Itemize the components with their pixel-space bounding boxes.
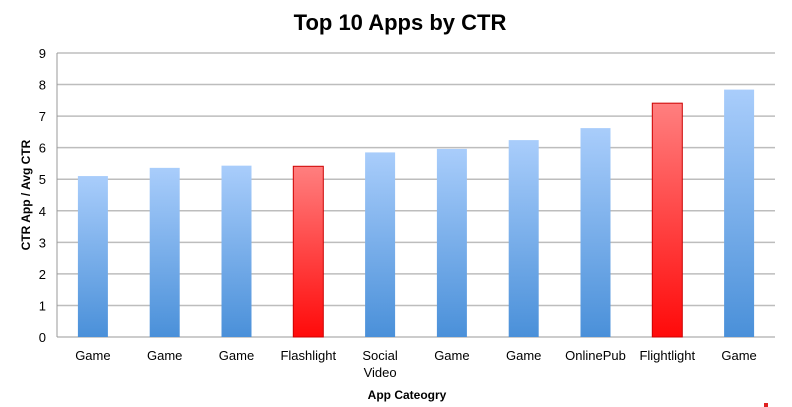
y-tick-label: 1 [39, 298, 46, 313]
y-tick-label: 7 [39, 109, 46, 124]
y-tick-label: 0 [39, 330, 46, 345]
bar [724, 89, 755, 337]
x-tick-label: Game [721, 348, 756, 363]
y-tick-label: 5 [39, 172, 46, 187]
x-axis-label: App Cateogry [368, 388, 447, 402]
bar [149, 167, 180, 337]
chart-title: Top 10 Apps by CTR [294, 10, 507, 35]
y-tick-label: 2 [39, 267, 46, 282]
x-tick-label: Flashlight [280, 348, 336, 363]
bar [221, 165, 252, 337]
y-tick-label: 6 [39, 141, 46, 156]
y-tick-label: 4 [39, 204, 46, 219]
x-tick-label-line: Video [364, 365, 397, 380]
corner-mark [764, 403, 768, 407]
x-tick-label-line: Social [362, 348, 398, 363]
bar [580, 128, 611, 337]
x-tick-label: OnlinePub [565, 348, 626, 363]
x-tick-label: Flightlight [639, 348, 695, 363]
bar [365, 152, 396, 337]
x-tick-label: Game [506, 348, 541, 363]
y-axis-label: CTR App / Avg CTR [19, 139, 33, 250]
bar [292, 165, 324, 338]
x-tick-label: Game [434, 348, 469, 363]
bar [508, 140, 539, 337]
x-tick-label: Game [219, 348, 254, 363]
x-tick-label: Game [147, 348, 182, 363]
y-tick-label: 9 [39, 46, 46, 61]
y-tick-label: 8 [39, 78, 46, 93]
x-tick-label: Social Video [362, 348, 398, 380]
bar [651, 102, 683, 338]
y-tick-label: 3 [39, 235, 46, 250]
bar [436, 148, 467, 337]
x-tick-label: Game [75, 348, 110, 363]
bar [77, 176, 108, 337]
